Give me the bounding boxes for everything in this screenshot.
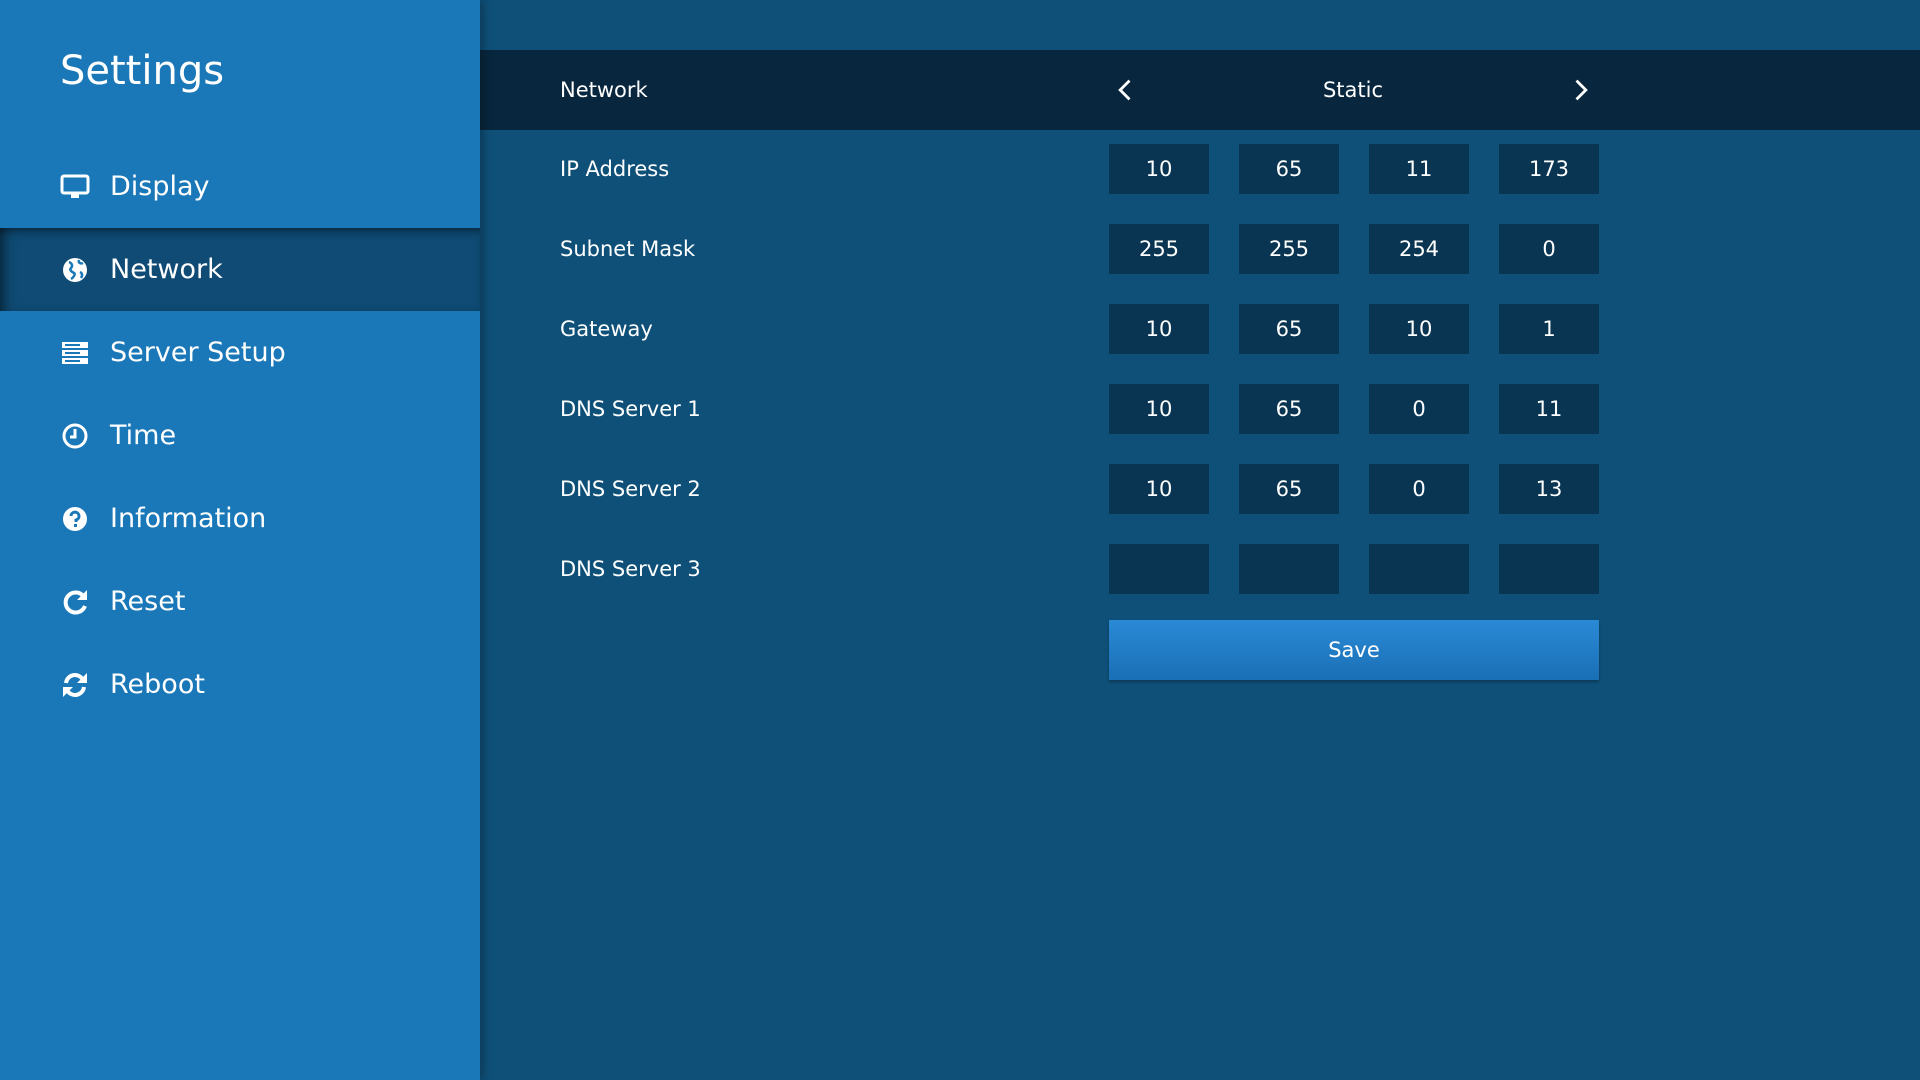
octet-input-4[interactable]	[1499, 544, 1599, 594]
save-button[interactable]: Save	[1109, 620, 1599, 680]
field-row-dns-server-2: DNS Server 2	[480, 464, 1920, 514]
field-label: Gateway	[560, 317, 653, 341]
octet-input-2[interactable]	[1239, 224, 1339, 274]
octet-input-3[interactable]	[1369, 464, 1469, 514]
chevron-right-icon[interactable]	[1566, 76, 1594, 104]
sidebar-item-label: Network	[110, 254, 223, 285]
octet-input-4[interactable]	[1499, 304, 1599, 354]
field-row-ip-address: IP Address	[480, 144, 1920, 194]
sidebar-item-label: Reboot	[110, 669, 205, 700]
sidebar-item-label: Display	[110, 171, 210, 202]
sidebar-item-label: Reset	[110, 586, 186, 617]
octet-input-1[interactable]	[1109, 464, 1209, 514]
octet-input-3[interactable]	[1369, 384, 1469, 434]
sidebar-item-server-setup[interactable]: Server Setup	[0, 311, 480, 394]
server-icon	[62, 341, 88, 364]
field-label: DNS Server 3	[560, 557, 701, 581]
redo-icon	[63, 589, 87, 614]
octet-input-2[interactable]	[1239, 304, 1339, 354]
sidebar-item-label: Time	[110, 420, 177, 451]
octet-input-3[interactable]	[1369, 304, 1469, 354]
sidebar: Settings Display Network Server Setup Time I…	[0, 0, 480, 1080]
sidebar-item-reboot[interactable]: Reboot	[0, 643, 480, 726]
mode-value: Static	[1322, 78, 1384, 102]
octet-input-4[interactable]	[1499, 144, 1599, 194]
sidebar-item-time[interactable]: Time	[0, 394, 480, 477]
chevron-left-icon[interactable]	[1112, 76, 1140, 104]
field-label: Subnet Mask	[560, 237, 696, 261]
octet-input-2[interactable]	[1239, 384, 1339, 434]
field-row-subnet-mask: Subnet Mask	[480, 224, 1920, 274]
octet-input-1[interactable]	[1109, 304, 1209, 354]
octet-input-4[interactable]	[1499, 224, 1599, 274]
sidebar-title: Settings	[60, 48, 225, 94]
octet-input-2[interactable]	[1239, 544, 1339, 594]
sidebar-item-label: Server Setup	[110, 337, 286, 368]
octet-input-1[interactable]	[1109, 224, 1209, 274]
sidebar-item-display[interactable]: Display	[0, 145, 480, 228]
octet-input-1[interactable]	[1109, 544, 1209, 594]
sidebar-item-reset[interactable]: Reset	[0, 560, 480, 643]
octet-input-4[interactable]	[1499, 464, 1599, 514]
field-row-dns-server-3: DNS Server 3	[480, 544, 1920, 594]
refresh-icon	[63, 672, 87, 697]
question-circle-icon	[63, 506, 87, 531]
octet-input-1[interactable]	[1109, 144, 1209, 194]
field-row-dns-server-1: DNS Server 1	[480, 384, 1920, 434]
monitor-icon	[60, 174, 90, 198]
octet-input-3[interactable]	[1369, 544, 1469, 594]
field-label: DNS Server 2	[560, 477, 701, 501]
sidebar-item-information[interactable]: Information	[0, 477, 480, 560]
octet-input-3[interactable]	[1369, 224, 1469, 274]
header-label: Network	[560, 78, 648, 102]
octet-input-4[interactable]	[1499, 384, 1599, 434]
octet-input-2[interactable]	[1239, 464, 1339, 514]
octet-input-1[interactable]	[1109, 384, 1209, 434]
sidebar-item-network[interactable]: Network	[0, 228, 480, 311]
field-label: DNS Server 1	[560, 397, 701, 421]
sidebar-item-label: Information	[110, 503, 267, 534]
octet-input-2[interactable]	[1239, 144, 1339, 194]
field-label: IP Address	[560, 157, 670, 181]
network-mode-header: Network Static	[480, 50, 1920, 130]
clock-icon	[62, 423, 88, 448]
field-row-gateway: Gateway	[480, 304, 1920, 354]
octet-input-3[interactable]	[1369, 144, 1469, 194]
globe-icon	[63, 257, 87, 282]
